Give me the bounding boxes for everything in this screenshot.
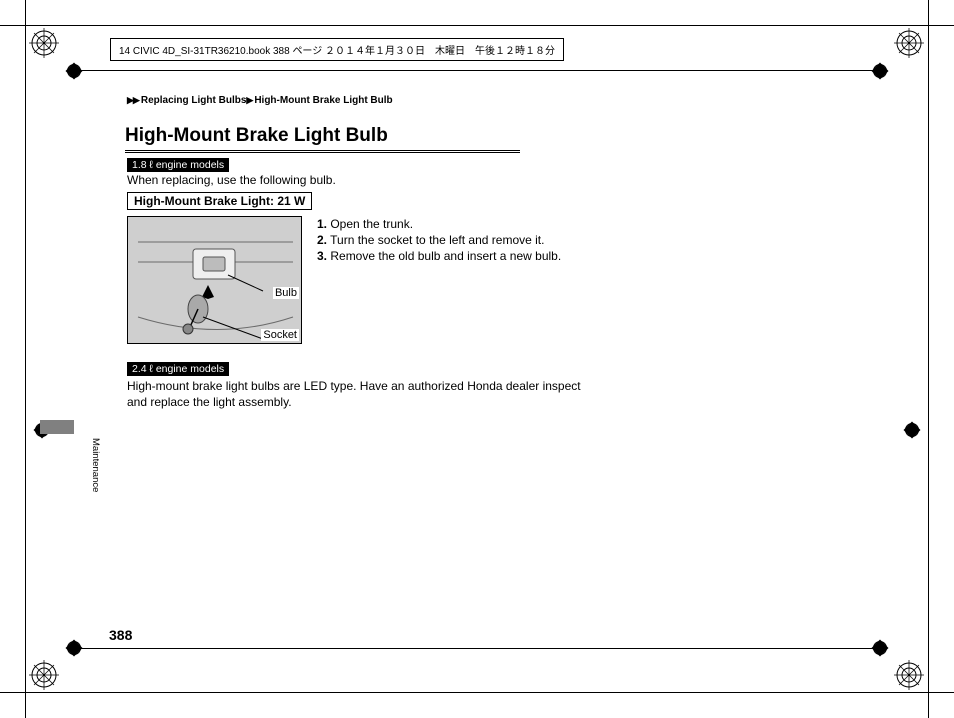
steps-list: 1. Open the trunk. 2. Turn the socket to… — [317, 217, 561, 265]
page-title: High-Mount Brake Light Bulb — [125, 125, 388, 147]
crop-line-left — [25, 0, 26, 718]
chevron-icon: ▶▶ — [127, 95, 139, 105]
chevron-icon: ▶ — [246, 95, 252, 105]
breadcrumb-a: Replacing Light Bulbs — [141, 95, 247, 106]
figure-illustration: Bulb Socket — [127, 216, 302, 344]
section-label: Maintenance — [90, 438, 101, 492]
registration-mark — [29, 28, 59, 58]
title-rule — [125, 150, 520, 151]
title-rule-thin — [125, 152, 520, 153]
diamond-mark — [64, 638, 84, 658]
registration-mark — [894, 660, 924, 690]
page-number: 388 — [109, 627, 132, 643]
engine-badge-18: 1.8 ℓ engine models — [127, 158, 229, 172]
diamond-mark — [902, 420, 922, 440]
breadcrumb: ▶▶Replacing Light Bulbs▶High-Mount Brake… — [127, 95, 393, 106]
crop-line-right — [928, 0, 929, 718]
figure-label-bulb: Bulb — [273, 287, 299, 299]
crop-line-bottom — [0, 692, 954, 693]
registration-mark — [29, 660, 59, 690]
diamond-mark — [64, 61, 84, 81]
registration-mark — [894, 28, 924, 58]
crop-line-top — [0, 25, 954, 26]
figure-label-socket: Socket — [261, 329, 299, 341]
header-note: 14 CIVIC 4D_SI-31TR36210.book 388 ページ ２０… — [110, 38, 564, 61]
step-item: 2. Turn the socket to the left and remov… — [317, 233, 561, 247]
diamond-mark — [870, 61, 890, 81]
paragraph-led: High-mount brake light bulbs are LED typ… — [127, 378, 587, 410]
header-rule — [73, 70, 883, 71]
diamond-mark — [870, 638, 890, 658]
breadcrumb-b: High-Mount Brake Light Bulb — [254, 95, 392, 106]
footer-rule — [73, 648, 883, 649]
engine-badge-24: 2.4 ℓ engine models — [127, 362, 229, 376]
intro-text: When replacing, use the following bulb. — [127, 173, 336, 187]
spec-box: High-Mount Brake Light: 21 W — [127, 192, 312, 210]
section-tab — [40, 420, 74, 434]
step-item: 1. Open the trunk. — [317, 217, 561, 231]
step-item: 3. Remove the old bulb and insert a new … — [317, 249, 561, 263]
